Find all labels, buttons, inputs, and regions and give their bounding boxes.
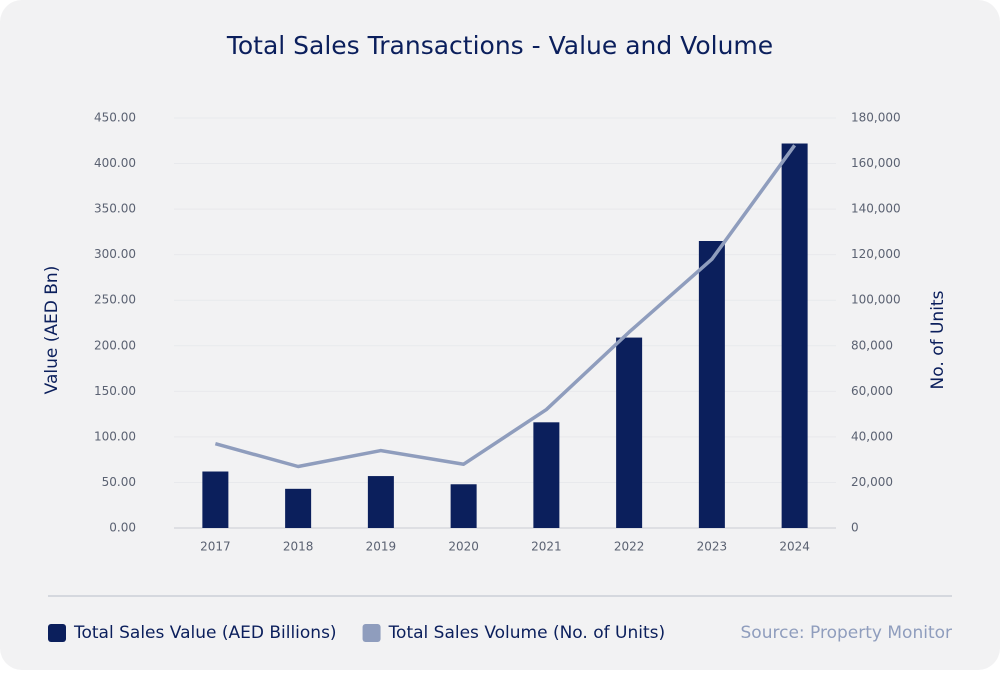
x-tick-label: 2023 (697, 540, 728, 554)
x-tick-label: 2022 (614, 540, 645, 554)
y-axis-title: Value (AED Bn) (42, 266, 62, 395)
y-tick-label: 150.00 (94, 384, 136, 398)
bar (533, 422, 560, 528)
y2-tick-label: 100,000 (851, 293, 901, 307)
y-tick-label: 50.00 (102, 475, 136, 489)
x-tick-label: 2024 (779, 540, 810, 554)
x-tick-label: 2020 (448, 540, 479, 554)
x-tick-label: 2021 (531, 540, 562, 554)
source: Source: Property Monitor (741, 623, 952, 643)
chart-title: Total Sales Transactions - Value and Vol… (226, 31, 773, 60)
bar (450, 484, 477, 528)
y-tick-label: 400.00 (94, 156, 136, 170)
legend-swatch (362, 624, 381, 642)
x-tick-label: 2018 (283, 540, 314, 554)
legend-label: Total Sales Volume (No. of Units) (388, 623, 666, 643)
y-tick-label: 450.00 (94, 111, 136, 125)
y-tick-label: 250.00 (94, 293, 136, 307)
y2-tick-label: 60,000 (851, 384, 893, 398)
y2-tick-label: 0 (851, 521, 859, 535)
legend-label: Total Sales Value (AED Billions) (73, 623, 337, 643)
bar (781, 143, 808, 528)
y2-tick-label: 180,000 (851, 111, 901, 125)
y2-tick-label: 20,000 (851, 475, 893, 489)
bar (698, 241, 725, 528)
bar (616, 337, 643, 528)
line (214, 144, 797, 469)
y-tick-label: 350.00 (94, 202, 136, 216)
x-tick-label: 2019 (366, 540, 397, 554)
bar (202, 471, 229, 528)
y2-axis-title: No. of Units (928, 290, 948, 389)
bar (367, 476, 394, 528)
y-tick-label: 200.00 (94, 338, 136, 352)
y2-tick-label: 120,000 (851, 247, 901, 261)
legend-swatch (48, 624, 66, 642)
x-tick-label: 2017 (200, 540, 231, 554)
y-tick-label: 300.00 (94, 247, 136, 261)
y-tick-label: 100.00 (94, 429, 136, 443)
bar (285, 488, 312, 528)
y2-tick-label: 40,000 (851, 429, 893, 443)
y-tick-label: 0.00 (109, 521, 136, 535)
y2-tick-label: 80,000 (851, 338, 893, 352)
y2-tick-label: 160,000 (851, 156, 901, 170)
y2-tick-label: 140,000 (851, 202, 901, 216)
